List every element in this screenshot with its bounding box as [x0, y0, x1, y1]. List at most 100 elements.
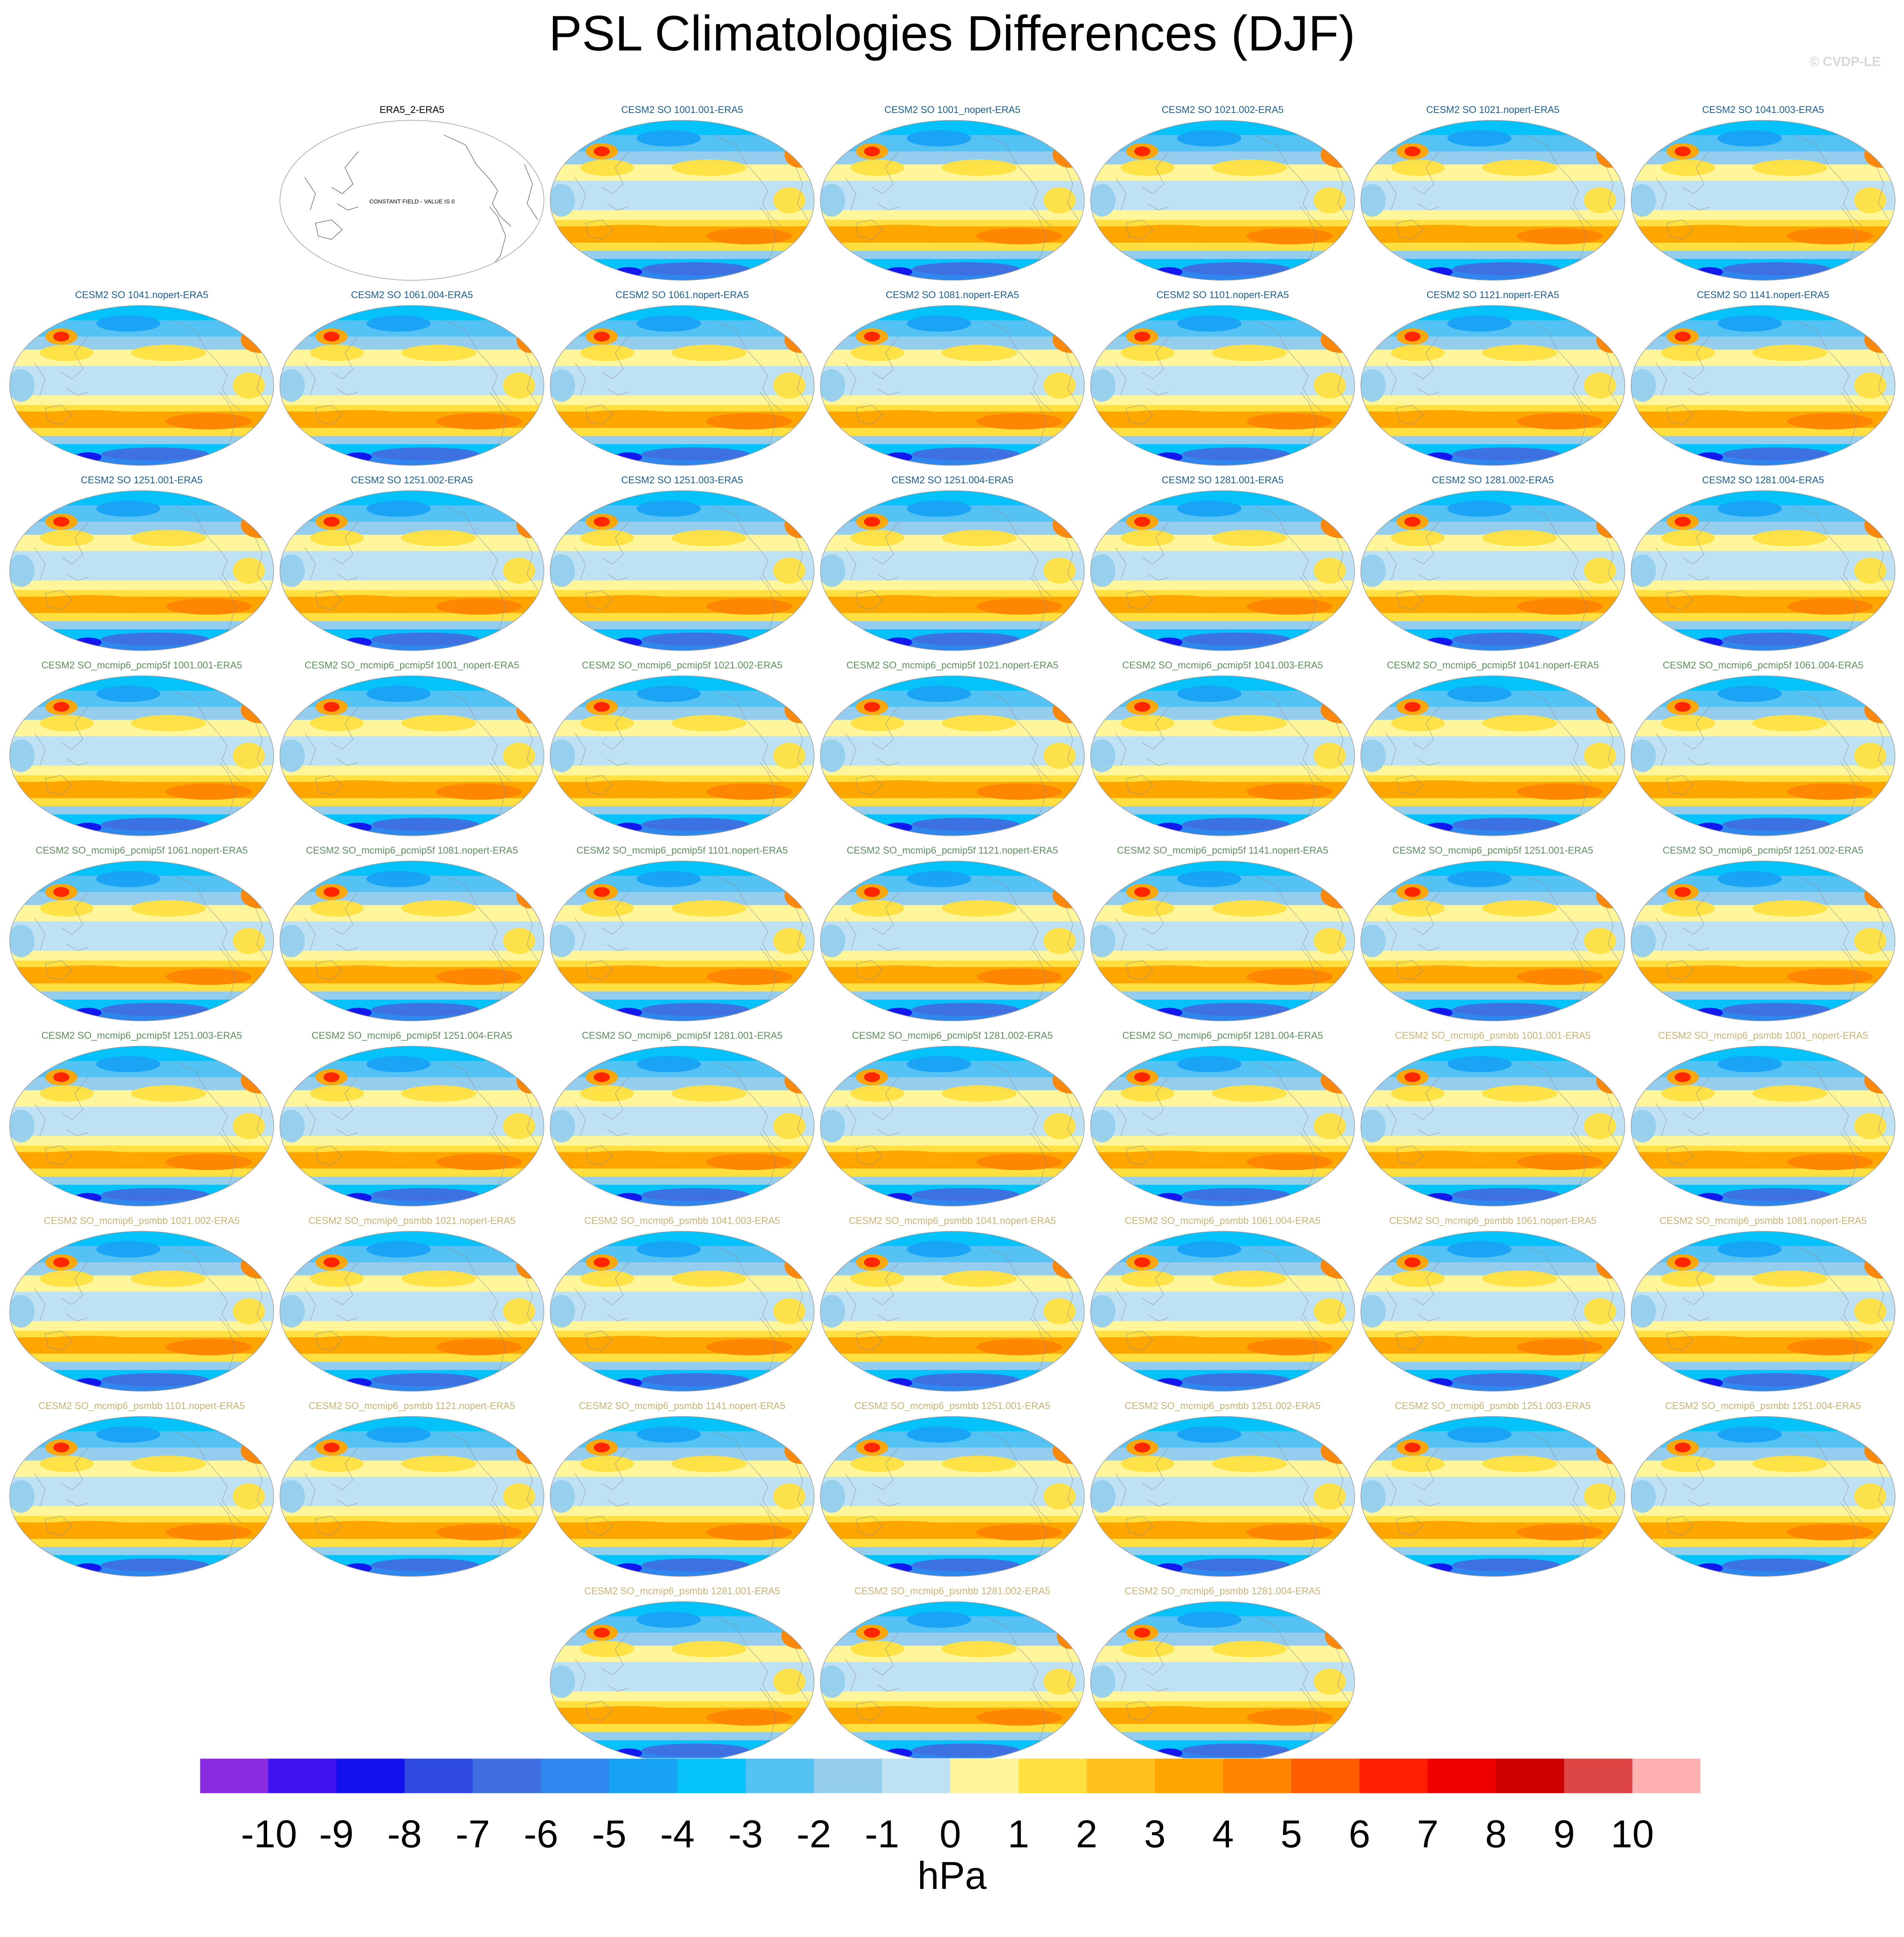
field-contour [1110, 1336, 1228, 1352]
field-contour [570, 1706, 688, 1722]
field-band [550, 765, 814, 776]
field-band [280, 806, 544, 815]
field-contour [1361, 925, 1386, 957]
field-contour [850, 345, 904, 361]
robinson-map [1090, 490, 1355, 651]
panel-title: CESM2 SO 1281.002-ERA5 [1431, 475, 1554, 486]
field-contour [1121, 345, 1174, 361]
coastline [877, 203, 899, 210]
map-outline [1631, 1416, 1895, 1577]
field-contour [401, 1085, 476, 1102]
field-band [1631, 1490, 1895, 1507]
field-contour [570, 1336, 688, 1352]
field-contour [1584, 743, 1616, 769]
field-band [550, 1362, 814, 1371]
map-panel: CESM2 SO_mcmip6_psmbb 1281.001-ERA5 [548, 1585, 816, 1768]
field-contour [29, 1521, 147, 1537]
map-outline [1360, 861, 1625, 1021]
map-panel: CESM2 SO_mcmip6_psmbb 1251.001-ERA5 [818, 1400, 1086, 1583]
coastline [872, 151, 899, 194]
coastline [1254, 1246, 1322, 1338]
field-contour [706, 968, 792, 985]
field-band [1091, 1354, 1355, 1362]
field-contour [1380, 965, 1498, 982]
field-contour [366, 1426, 431, 1443]
field-band [10, 1547, 274, 1556]
coastline [304, 547, 316, 581]
field-band [1361, 934, 1625, 951]
field-contour [101, 817, 209, 831]
coastline [794, 905, 808, 961]
field-band [1361, 806, 1625, 815]
field-contour [1584, 1113, 1616, 1139]
coastline [489, 947, 506, 1007]
map-panel: CESM2 SO_mcmip6_pcmip5f 1281.002-ERA5 [818, 1030, 1086, 1212]
coastline [877, 573, 899, 581]
coastline [877, 758, 899, 766]
field-band [1091, 1362, 1355, 1371]
coastline [714, 1431, 782, 1523]
map-panel: CESM2 SO 1061.004-ERA5 [278, 289, 546, 472]
field-band [280, 1490, 544, 1507]
field-contour [570, 410, 688, 426]
coastline [1385, 1473, 1397, 1507]
field-contour [840, 1336, 958, 1352]
coastline [45, 1515, 73, 1536]
field-contour [1854, 1113, 1887, 1139]
map-outline [820, 675, 1085, 836]
coastline [1030, 392, 1047, 451]
field-contour [1121, 1085, 1174, 1102]
coastline [1666, 590, 1694, 610]
field-band [820, 765, 1084, 776]
field-band [820, 1675, 1084, 1692]
robinson-map [1090, 861, 1355, 1021]
coastline [759, 207, 777, 266]
coastline [174, 505, 241, 597]
field-contour [820, 739, 845, 772]
robinson-map [280, 861, 544, 1021]
map-outline [820, 861, 1085, 1021]
coastline [607, 1684, 629, 1692]
colorbar-tick-label: 8 [1485, 1812, 1507, 1856]
field-contour [1134, 1442, 1150, 1453]
field-contour [1091, 739, 1115, 772]
field-contour [1723, 632, 1830, 646]
coastline [607, 573, 629, 581]
map-outline [280, 861, 544, 1021]
coastline [331, 1447, 359, 1490]
panel-title: CESM2 SO 1041.nopert-ERA5 [75, 290, 208, 300]
field-band [1091, 1168, 1355, 1177]
field-contour [594, 332, 610, 342]
field-band [820, 1490, 1084, 1507]
coastline [984, 505, 1052, 597]
coastline [845, 1103, 856, 1136]
field-contour [310, 1085, 364, 1102]
coastline [1840, 947, 1857, 1007]
field-contour [642, 1558, 749, 1572]
field-contour [773, 187, 806, 213]
coastline [984, 1616, 1052, 1708]
field-band [280, 1477, 544, 1491]
field-contour [642, 1003, 749, 1016]
field-contour [1584, 557, 1616, 584]
coastline [607, 1499, 629, 1507]
field-band [1361, 1305, 1625, 1322]
field-contour [40, 900, 94, 916]
coastline [1875, 349, 1889, 405]
field-contour [1391, 1456, 1445, 1472]
field-band [280, 991, 544, 1000]
field-band [1361, 1362, 1625, 1371]
coastline [1605, 720, 1619, 776]
field-contour [570, 780, 688, 797]
field-contour [1391, 1085, 1445, 1102]
field-band [550, 366, 814, 380]
coastline [331, 892, 359, 935]
robinson-map [280, 675, 544, 836]
coastline [444, 1431, 511, 1523]
map-panel: CESM2 SO 1281.004-ERA5 [1629, 474, 1897, 657]
coastline [1418, 573, 1440, 581]
field-band [820, 1724, 1084, 1733]
coastline [254, 1460, 268, 1516]
field-band [1091, 613, 1355, 622]
map-outline [820, 490, 1085, 651]
